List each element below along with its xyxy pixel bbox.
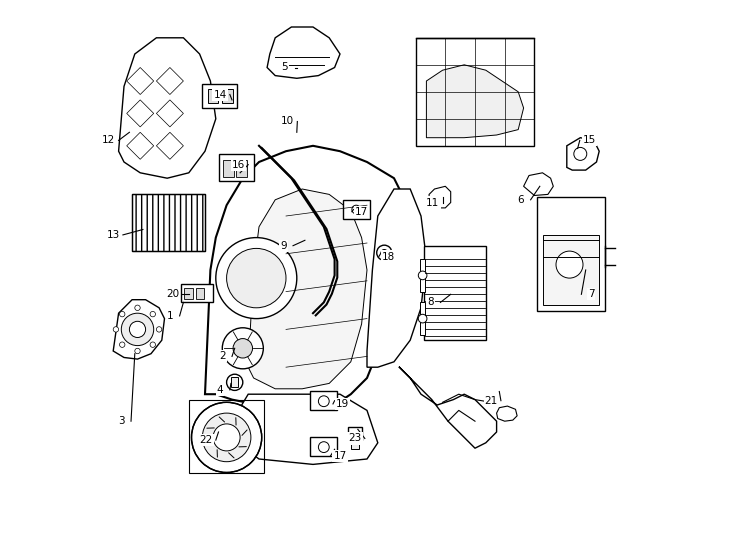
Circle shape xyxy=(120,312,125,317)
Polygon shape xyxy=(156,68,184,94)
Circle shape xyxy=(150,342,156,347)
Bar xyxy=(132,194,205,251)
Bar xyxy=(223,160,233,177)
Polygon shape xyxy=(113,300,164,359)
Bar xyxy=(420,259,425,292)
Bar xyxy=(310,392,338,410)
Text: 21: 21 xyxy=(484,396,498,406)
Bar xyxy=(348,427,362,440)
Circle shape xyxy=(135,305,140,310)
Circle shape xyxy=(319,442,330,453)
Bar xyxy=(196,288,204,299)
Circle shape xyxy=(319,396,330,407)
Text: 5: 5 xyxy=(282,63,288,72)
Text: 13: 13 xyxy=(106,230,120,240)
Circle shape xyxy=(556,251,583,278)
Circle shape xyxy=(377,245,392,260)
Bar xyxy=(420,302,425,335)
Polygon shape xyxy=(429,186,451,208)
Text: 22: 22 xyxy=(200,435,213,445)
Text: 14: 14 xyxy=(214,90,227,99)
Circle shape xyxy=(233,339,252,358)
Text: 17: 17 xyxy=(333,451,346,461)
Circle shape xyxy=(192,402,262,472)
Polygon shape xyxy=(205,146,410,410)
Bar xyxy=(184,288,192,299)
Circle shape xyxy=(150,312,156,317)
Text: 1: 1 xyxy=(167,311,173,321)
Circle shape xyxy=(227,374,243,390)
Text: 3: 3 xyxy=(118,416,125,426)
Text: 6: 6 xyxy=(517,195,524,205)
Bar xyxy=(343,200,370,219)
Bar xyxy=(236,160,247,177)
Circle shape xyxy=(381,249,388,256)
Circle shape xyxy=(129,321,145,338)
Bar xyxy=(424,246,486,340)
Circle shape xyxy=(135,348,140,354)
Circle shape xyxy=(121,313,153,346)
Text: 7: 7 xyxy=(588,289,595,299)
Polygon shape xyxy=(567,138,599,170)
Circle shape xyxy=(113,327,119,332)
Polygon shape xyxy=(127,132,153,159)
Circle shape xyxy=(120,342,125,347)
Circle shape xyxy=(203,413,251,462)
Bar xyxy=(208,89,219,103)
Polygon shape xyxy=(248,189,367,389)
Text: 10: 10 xyxy=(281,117,294,126)
Polygon shape xyxy=(127,68,153,94)
Text: 11: 11 xyxy=(426,198,440,207)
Polygon shape xyxy=(523,173,553,195)
Bar xyxy=(181,284,213,302)
Text: 15: 15 xyxy=(583,136,596,145)
Polygon shape xyxy=(426,65,523,138)
Polygon shape xyxy=(267,27,340,78)
Circle shape xyxy=(213,424,240,451)
Circle shape xyxy=(156,327,161,332)
Text: 18: 18 xyxy=(382,252,395,261)
Circle shape xyxy=(418,271,427,280)
Circle shape xyxy=(418,314,427,323)
Bar xyxy=(415,38,534,146)
Bar xyxy=(189,400,264,472)
Circle shape xyxy=(222,328,264,369)
Text: 12: 12 xyxy=(102,136,115,145)
Polygon shape xyxy=(127,100,153,127)
Bar xyxy=(310,437,338,456)
Polygon shape xyxy=(156,132,184,159)
Text: 16: 16 xyxy=(232,160,245,170)
Text: 17: 17 xyxy=(355,207,368,217)
Circle shape xyxy=(574,147,586,160)
Circle shape xyxy=(216,238,297,319)
Circle shape xyxy=(352,205,360,214)
Text: 4: 4 xyxy=(217,385,223,395)
Polygon shape xyxy=(232,394,378,464)
Text: 19: 19 xyxy=(336,399,349,409)
Text: 9: 9 xyxy=(280,241,286,251)
Polygon shape xyxy=(119,38,216,178)
Text: 20: 20 xyxy=(166,289,179,299)
Bar xyxy=(219,154,254,181)
Text: 2: 2 xyxy=(219,352,225,361)
Bar xyxy=(222,89,233,103)
Bar xyxy=(203,84,237,108)
Polygon shape xyxy=(367,189,426,367)
Text: 8: 8 xyxy=(427,298,434,307)
Polygon shape xyxy=(156,100,184,127)
Bar xyxy=(231,377,239,387)
Polygon shape xyxy=(497,406,517,421)
Bar xyxy=(537,197,605,310)
Bar xyxy=(542,235,599,305)
Circle shape xyxy=(227,248,286,308)
Bar xyxy=(132,194,205,251)
Bar xyxy=(351,440,359,449)
Text: 23: 23 xyxy=(349,434,362,443)
